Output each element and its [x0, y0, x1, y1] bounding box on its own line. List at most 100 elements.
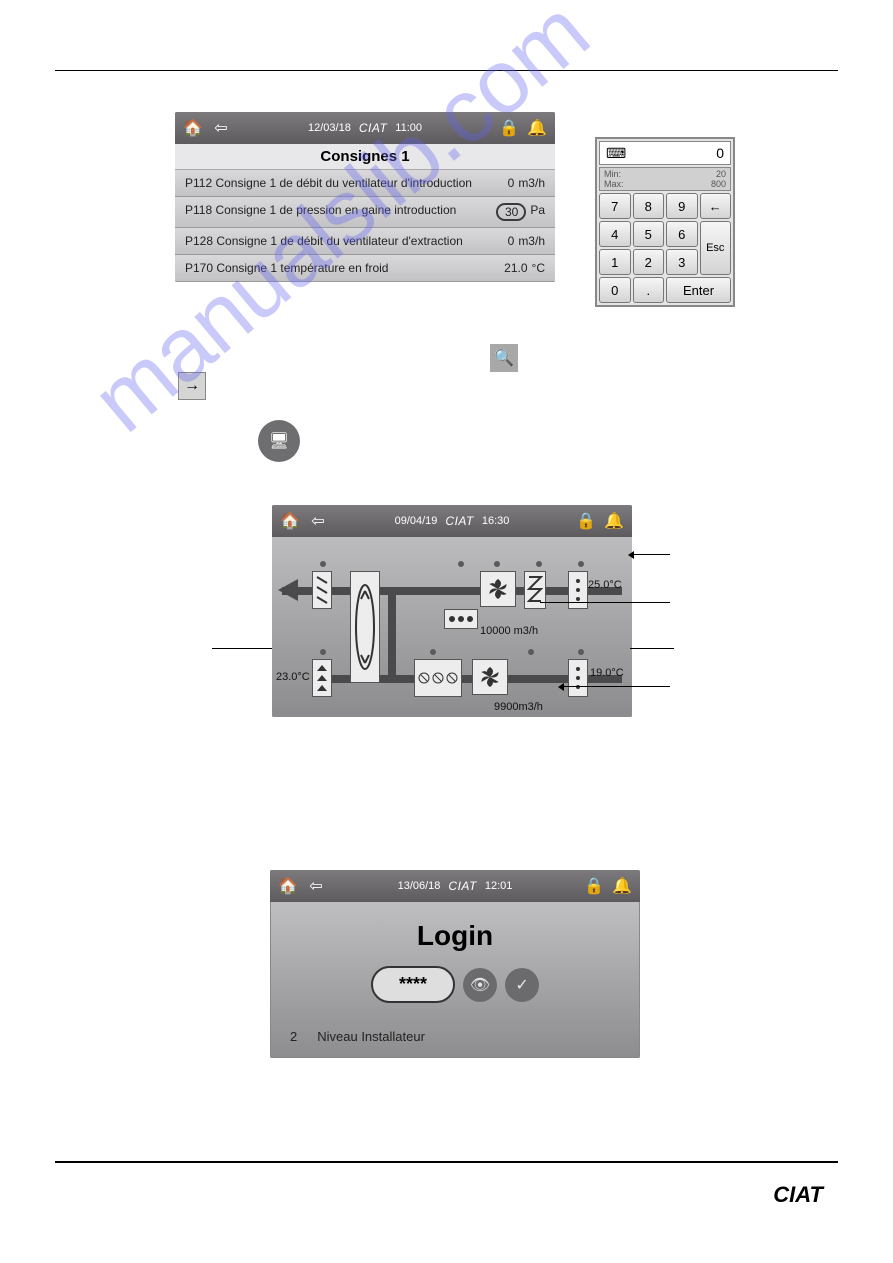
hmi-header-process: 🏠 ⇦ 09/04/19 CIAT 16:30 🔒 🔔 — [272, 505, 632, 537]
hmi-login: 🏠 ⇦ 13/06/18 CIAT 12:01 🔒 🔔 Login **** 👁… — [270, 870, 640, 1058]
header-brand: CIAT — [448, 879, 476, 893]
status-led — [320, 561, 326, 567]
key-2[interactable]: 2 — [633, 249, 665, 275]
keypad-display: ⌨ 0 — [599, 141, 731, 165]
consigne-label: P118 Consigne 1 de pression en gaine int… — [185, 203, 496, 221]
key-7[interactable]: 7 — [599, 193, 631, 219]
key-esc[interactable]: Esc — [700, 221, 732, 275]
key-5[interactable]: 5 — [633, 221, 665, 247]
flow-return-label: 9900m3/h — [494, 701, 543, 713]
status-led — [494, 561, 500, 567]
consigne-row[interactable]: P170 Consigne 1 température en froid21.0… — [175, 255, 555, 282]
arrow-right-icon[interactable]: → — [178, 372, 206, 400]
status-led — [430, 649, 436, 655]
callout-line — [560, 686, 670, 687]
hmi-consignes: 🏠 ⇦ 12/03/18 CIAT 11:00 🔒 🔔 Consignes 1 … — [175, 112, 555, 282]
consigne-label: P112 Consigne 1 de débit du ventilateur … — [185, 176, 484, 190]
key-4[interactable]: 4 — [599, 221, 631, 247]
max-value: 800 — [711, 179, 726, 189]
lock-icon[interactable]: 🔒 — [499, 118, 519, 138]
search-icon[interactable]: 🔍 — [490, 344, 518, 372]
keypad-grid: 7 8 9 ← 4 5 6 Esc 1 2 3 0 . Enter — [599, 193, 731, 303]
consigne-row[interactable]: P118 Consigne 1 de pression en gaine int… — [175, 197, 555, 228]
filter-return[interactable] — [414, 659, 462, 697]
temp-return-out-label: 23.0°C — [276, 671, 310, 683]
damper-return-in[interactable] — [568, 659, 588, 697]
bell-icon[interactable]: 🔔 — [612, 876, 632, 896]
process-body: 25.0°C 10000 m3/h 23.0°C 19.0°C 9900m3/h — [272, 537, 632, 717]
key-backspace[interactable]: ← — [700, 193, 732, 219]
consigne-unit: °C — [528, 261, 545, 275]
fan-return[interactable] — [472, 659, 508, 695]
key-8[interactable]: 8 — [633, 193, 665, 219]
home-icon[interactable]: 🏠 — [183, 118, 203, 138]
login-level-label: Niveau Installateur — [317, 1029, 425, 1044]
login-level-code: 2 — [290, 1029, 297, 1044]
keypad-display-value: 0 — [716, 145, 724, 161]
coil-mid[interactable] — [444, 609, 478, 629]
header-date: 13/06/18 — [398, 880, 441, 892]
arrowhead-icon — [628, 551, 634, 559]
page-bottom-rule — [55, 1161, 838, 1163]
login-footer: 2 Niveau Installateur — [270, 1003, 640, 1058]
back-icon[interactable]: ⇦ — [211, 118, 231, 138]
lock-icon[interactable]: 🔒 — [584, 876, 604, 896]
status-led — [578, 561, 584, 567]
consigne-row[interactable]: P128 Consigne 1 de débit du ventilateur … — [175, 228, 555, 255]
header-time: 12:01 — [485, 880, 513, 892]
heater-supply[interactable] — [524, 571, 546, 609]
show-password-button[interactable]: 👁 — [463, 968, 497, 1002]
login-panel: 🏠 ⇦ 13/06/18 CIAT 12:01 🔒 🔔 Login **** 👁… — [270, 870, 640, 1058]
monitor-icon[interactable]: 🖥 — [258, 420, 300, 462]
temp-return-in-label: 19.0°C — [590, 667, 624, 679]
damper-return-out[interactable] — [312, 659, 332, 697]
bell-icon[interactable]: 🔔 — [604, 511, 624, 531]
key-9[interactable]: 9 — [666, 193, 698, 219]
consigne-row[interactable]: P112 Consigne 1 de débit du ventilateur … — [175, 170, 555, 197]
callout-line — [630, 554, 670, 555]
bell-icon[interactable]: 🔔 — [527, 118, 547, 138]
hmi-header-login: 🏠 ⇦ 13/06/18 CIAT 12:01 🔒 🔔 — [270, 870, 640, 902]
rotary-exchanger[interactable] — [350, 571, 380, 683]
back-icon[interactable]: ⇦ — [308, 511, 328, 531]
key-1[interactable]: 1 — [599, 249, 631, 275]
consigne-value: 30 — [496, 203, 526, 221]
key-3[interactable]: 3 — [666, 249, 698, 275]
status-led — [528, 649, 534, 655]
keyboard-icon: ⌨ — [606, 145, 626, 162]
consignes-rows: P112 Consigne 1 de débit du ventilateur … — [175, 170, 555, 282]
max-label: Max: — [604, 179, 624, 189]
password-field[interactable]: **** — [371, 966, 455, 1003]
magnifier-badge: 🔍 — [490, 344, 518, 372]
damper-supply-in[interactable] — [568, 571, 588, 609]
key-dot[interactable]: . — [633, 277, 665, 303]
outlet-arrow-icon — [276, 575, 306, 605]
key-0[interactable]: 0 — [599, 277, 631, 303]
min-value: 20 — [716, 169, 726, 179]
keypad: ⌨ 0 Min:20 Max:800 7 8 9 ← 4 5 6 Esc 1 2… — [595, 137, 735, 307]
key-6[interactable]: 6 — [666, 221, 698, 247]
key-enter[interactable]: Enter — [666, 277, 731, 303]
fan-supply[interactable] — [480, 571, 516, 607]
header-time: 11:00 — [395, 122, 422, 134]
consigne-value: 0 — [484, 176, 514, 190]
confirm-login-button[interactable]: ✓ — [505, 968, 539, 1002]
callout-line — [630, 648, 674, 649]
lock-icon[interactable]: 🔒 — [576, 511, 596, 531]
login-controls: **** 👁 ✓ — [270, 966, 640, 1003]
home-icon[interactable]: 🏠 — [280, 511, 300, 531]
check-icon: ✓ — [515, 975, 528, 995]
header-brand: CIAT — [359, 121, 387, 135]
damper-supply-out[interactable] — [312, 571, 332, 609]
footer-brand: CIAT — [773, 1182, 823, 1208]
home-icon[interactable]: 🏠 — [278, 876, 298, 896]
header-date: 09/04/19 — [395, 515, 438, 527]
consigne-value: 0 — [484, 234, 514, 248]
keypad-panel: ⌨ 0 Min:20 Max:800 7 8 9 ← 4 5 6 Esc 1 2… — [595, 137, 735, 307]
callout-line — [212, 648, 272, 649]
page-top-rule — [55, 70, 838, 71]
consignes-title: Consignes 1 — [175, 144, 555, 170]
hmi-header: 🏠 ⇦ 12/03/18 CIAT 11:00 🔒 🔔 — [175, 112, 555, 144]
duct-recirc — [388, 587, 396, 679]
back-icon[interactable]: ⇦ — [306, 876, 326, 896]
